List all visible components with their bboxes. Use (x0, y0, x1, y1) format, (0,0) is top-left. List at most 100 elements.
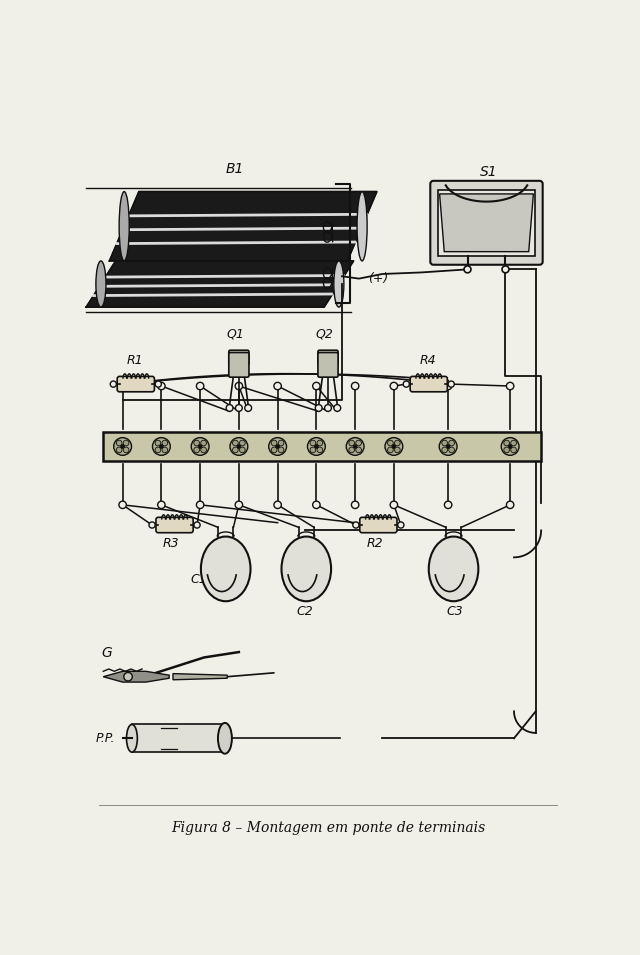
Circle shape (201, 440, 207, 446)
FancyBboxPatch shape (360, 518, 397, 533)
Circle shape (152, 437, 170, 456)
Circle shape (442, 440, 447, 446)
Ellipse shape (357, 192, 367, 261)
Circle shape (313, 501, 320, 508)
Circle shape (244, 405, 252, 412)
Circle shape (448, 381, 454, 387)
Circle shape (119, 501, 126, 508)
Circle shape (385, 437, 403, 456)
Circle shape (194, 522, 200, 528)
Ellipse shape (429, 537, 478, 602)
Circle shape (314, 444, 318, 449)
Circle shape (196, 501, 204, 508)
Circle shape (307, 437, 325, 456)
Circle shape (392, 444, 396, 449)
FancyBboxPatch shape (117, 376, 154, 392)
FancyBboxPatch shape (410, 376, 447, 392)
Circle shape (511, 440, 516, 446)
Circle shape (511, 447, 516, 453)
Circle shape (124, 440, 129, 446)
Circle shape (334, 405, 340, 412)
Text: C1: C1 (190, 573, 207, 585)
Circle shape (239, 440, 245, 446)
Circle shape (271, 447, 277, 453)
Bar (132, 725, 225, 753)
Circle shape (276, 444, 280, 449)
Circle shape (230, 437, 248, 456)
Text: C3: C3 (447, 605, 463, 618)
Circle shape (356, 440, 362, 446)
Circle shape (232, 447, 238, 453)
Circle shape (155, 447, 161, 453)
Circle shape (155, 440, 161, 446)
Ellipse shape (201, 537, 250, 602)
Circle shape (278, 440, 284, 446)
Text: R4: R4 (419, 354, 436, 367)
Ellipse shape (96, 261, 106, 308)
Circle shape (274, 382, 282, 390)
Circle shape (162, 447, 168, 453)
Circle shape (237, 444, 241, 449)
Circle shape (444, 382, 452, 390)
Circle shape (351, 501, 359, 508)
Text: Q1: Q1 (226, 328, 244, 341)
Circle shape (504, 440, 509, 446)
Circle shape (236, 405, 243, 412)
Polygon shape (103, 671, 169, 682)
Polygon shape (173, 673, 227, 680)
Circle shape (449, 440, 454, 446)
Circle shape (353, 444, 357, 449)
Circle shape (353, 522, 359, 528)
Circle shape (239, 447, 245, 453)
Circle shape (506, 382, 514, 390)
Circle shape (114, 437, 132, 456)
Circle shape (316, 405, 322, 412)
Text: Figura 8 – Montagem em ponte de terminais: Figura 8 – Montagem em ponte de terminai… (171, 821, 485, 836)
Ellipse shape (282, 537, 331, 602)
Circle shape (149, 522, 155, 528)
Circle shape (159, 444, 163, 449)
Circle shape (317, 440, 323, 446)
Text: (+): (+) (368, 272, 388, 286)
Circle shape (501, 437, 519, 456)
Circle shape (278, 447, 284, 453)
Circle shape (194, 440, 200, 446)
Circle shape (235, 501, 243, 508)
Circle shape (349, 440, 355, 446)
Circle shape (232, 440, 238, 446)
Circle shape (349, 447, 355, 453)
Circle shape (194, 447, 200, 453)
Circle shape (388, 440, 393, 446)
Circle shape (310, 440, 316, 446)
Circle shape (504, 447, 509, 453)
Ellipse shape (334, 261, 344, 308)
Circle shape (271, 440, 277, 446)
Circle shape (324, 405, 332, 412)
Circle shape (397, 522, 404, 528)
Bar (103, 432, 541, 461)
Circle shape (119, 382, 126, 390)
Circle shape (464, 265, 471, 273)
Circle shape (313, 382, 320, 390)
Polygon shape (440, 194, 533, 252)
Circle shape (449, 447, 454, 453)
Circle shape (196, 382, 204, 390)
Circle shape (442, 447, 447, 453)
FancyBboxPatch shape (318, 352, 338, 377)
Circle shape (116, 447, 122, 453)
Circle shape (394, 440, 400, 446)
Circle shape (191, 437, 209, 456)
Text: R2: R2 (366, 537, 383, 549)
Circle shape (390, 501, 397, 508)
Circle shape (317, 447, 323, 453)
Text: S1: S1 (479, 164, 497, 179)
Bar (438, 190, 535, 256)
Text: R3: R3 (163, 537, 179, 549)
Circle shape (226, 405, 233, 412)
Circle shape (356, 447, 362, 453)
Circle shape (116, 440, 122, 446)
Text: R1: R1 (127, 354, 143, 367)
Circle shape (439, 437, 457, 456)
Circle shape (502, 265, 509, 273)
Circle shape (310, 447, 316, 453)
